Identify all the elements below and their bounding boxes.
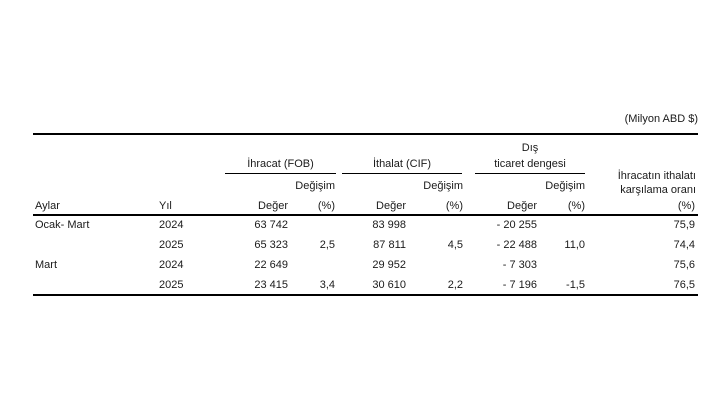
cell-ithalat-deger: 87 811 xyxy=(373,239,406,251)
cell-yil: 2024 xyxy=(159,219,184,231)
column-group-ithalat: İthalat (CIF) xyxy=(372,158,432,170)
cell-denge-deger: - 20 255 xyxy=(496,219,537,231)
cell-ithalat-degisim xyxy=(408,255,465,275)
cell-yil: 2024 xyxy=(159,259,184,271)
dis-ticaret-group-underline xyxy=(475,173,585,175)
cell-oran: 75,6 xyxy=(673,259,695,271)
ithalat-group-underline xyxy=(342,173,462,175)
column-group-dis-ticaret-line1: Dış xyxy=(521,142,539,154)
cell-yil: 2025 xyxy=(159,239,184,251)
header-denge-deger: Değer xyxy=(507,200,537,212)
oran-header-line2: karşılama oranı xyxy=(620,184,696,196)
header-ihracat-pct: (%) xyxy=(317,200,335,212)
header-ithalat-pct: (%) xyxy=(445,200,463,212)
table-body: Ocak- Mart 2024 63 742 83 998 - 20 255 7… xyxy=(33,215,698,295)
header-yil: Yıl xyxy=(159,200,172,212)
ihracat-group-underline xyxy=(225,173,336,175)
cell-ihracat-degisim xyxy=(290,215,337,235)
cell-denge-deger: - 22 488 xyxy=(496,239,537,251)
header-aylar: Aylar xyxy=(35,200,60,212)
cell-aylar xyxy=(33,275,155,295)
cell-ihracat-degisim: 3,4 xyxy=(319,279,335,291)
cell-ihracat-degisim xyxy=(290,255,337,275)
table-top-rule xyxy=(33,133,698,135)
oran-header-line1: İhracatın ithalatı xyxy=(617,170,696,182)
cell-oran: 76,5 xyxy=(673,279,695,291)
ithalat-degisim-label: Değişim xyxy=(423,180,463,192)
cell-ithalat-deger: 29 952 xyxy=(372,259,406,271)
cell-ithalat-degisim: 4,5 xyxy=(447,239,463,251)
dis-degisim-label: Değişim xyxy=(545,180,585,192)
header-bottom-rule xyxy=(33,214,698,216)
cell-ithalat-deger: 83 998 xyxy=(372,219,406,231)
cell-denge-degisim: 11,0 xyxy=(564,239,585,251)
cell-aylar: Mart xyxy=(35,259,57,271)
cell-aylar xyxy=(33,235,155,255)
header-ithalat-deger: Değer xyxy=(376,200,406,212)
cell-ihracat-degisim: 2,5 xyxy=(319,239,335,251)
cell-oran: 74,4 xyxy=(673,239,695,251)
cell-ithalat-deger: 30 610 xyxy=(372,279,406,291)
cell-denge-deger: - 7 196 xyxy=(502,279,537,291)
column-header-row: Aylar Yıl Değer (%) Değer (%) Değer (%) … xyxy=(33,198,698,214)
cell-denge-degisim: -1,5 xyxy=(566,279,585,291)
cell-denge-degisim xyxy=(539,215,587,235)
cell-ithalat-degisim xyxy=(408,215,465,235)
cell-denge-deger: - 7 303 xyxy=(502,259,537,271)
cell-oran: 75,9 xyxy=(673,219,695,231)
cell-ihracat-deger: 65 323 xyxy=(254,239,288,251)
cell-ithalat-degisim: 2,2 xyxy=(447,279,463,291)
cell-aylar: Ocak- Mart xyxy=(35,219,90,231)
cell-denge-degisim xyxy=(539,255,587,275)
ihracat-degisim-label: Değişim xyxy=(295,180,335,192)
header-oran-pct: (%) xyxy=(677,200,695,212)
header-denge-pct: (%) xyxy=(567,200,585,212)
column-group-dis-ticaret-line2: ticaret dengesi xyxy=(494,158,566,170)
cell-ihracat-deger: 63 742 xyxy=(254,219,288,231)
table-bottom-rule xyxy=(33,294,698,297)
unit-label: (Milyon ABD $) xyxy=(624,113,698,125)
column-group-ihracat: İhracat (FOB) xyxy=(247,158,314,170)
cell-yil: 2025 xyxy=(159,279,184,291)
header-ihracat-deger: Değer xyxy=(258,200,288,212)
cell-ihracat-deger: 22 649 xyxy=(254,259,288,271)
cell-ihracat-deger: 23 415 xyxy=(254,279,288,291)
